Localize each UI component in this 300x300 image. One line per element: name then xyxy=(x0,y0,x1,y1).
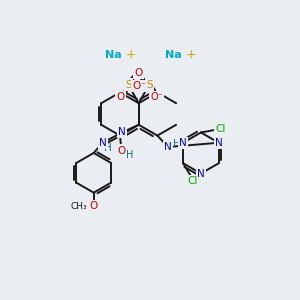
Text: H: H xyxy=(126,150,134,160)
Text: N: N xyxy=(197,169,205,178)
Text: O: O xyxy=(117,92,125,102)
Text: O: O xyxy=(90,201,98,211)
Text: O⁻: O⁻ xyxy=(134,81,147,91)
Text: N: N xyxy=(99,138,106,148)
Text: Na: Na xyxy=(105,50,122,60)
Text: H: H xyxy=(104,142,112,153)
Text: S: S xyxy=(146,80,152,90)
Text: CH₃: CH₃ xyxy=(70,202,87,211)
Text: +: + xyxy=(186,48,196,61)
Text: O: O xyxy=(117,146,126,156)
Text: H: H xyxy=(173,139,181,149)
Text: O: O xyxy=(135,68,143,78)
Text: O⁻: O⁻ xyxy=(150,92,163,102)
Text: N: N xyxy=(215,138,223,148)
Text: S: S xyxy=(125,80,131,90)
Text: N: N xyxy=(179,138,187,148)
Text: Cl: Cl xyxy=(215,124,226,134)
Text: Na: Na xyxy=(165,50,182,60)
Text: Cl: Cl xyxy=(187,176,197,186)
Text: O: O xyxy=(133,81,141,91)
Text: O: O xyxy=(135,68,143,78)
Text: N: N xyxy=(164,142,172,152)
Text: N: N xyxy=(118,127,126,137)
Text: +: + xyxy=(126,48,136,61)
